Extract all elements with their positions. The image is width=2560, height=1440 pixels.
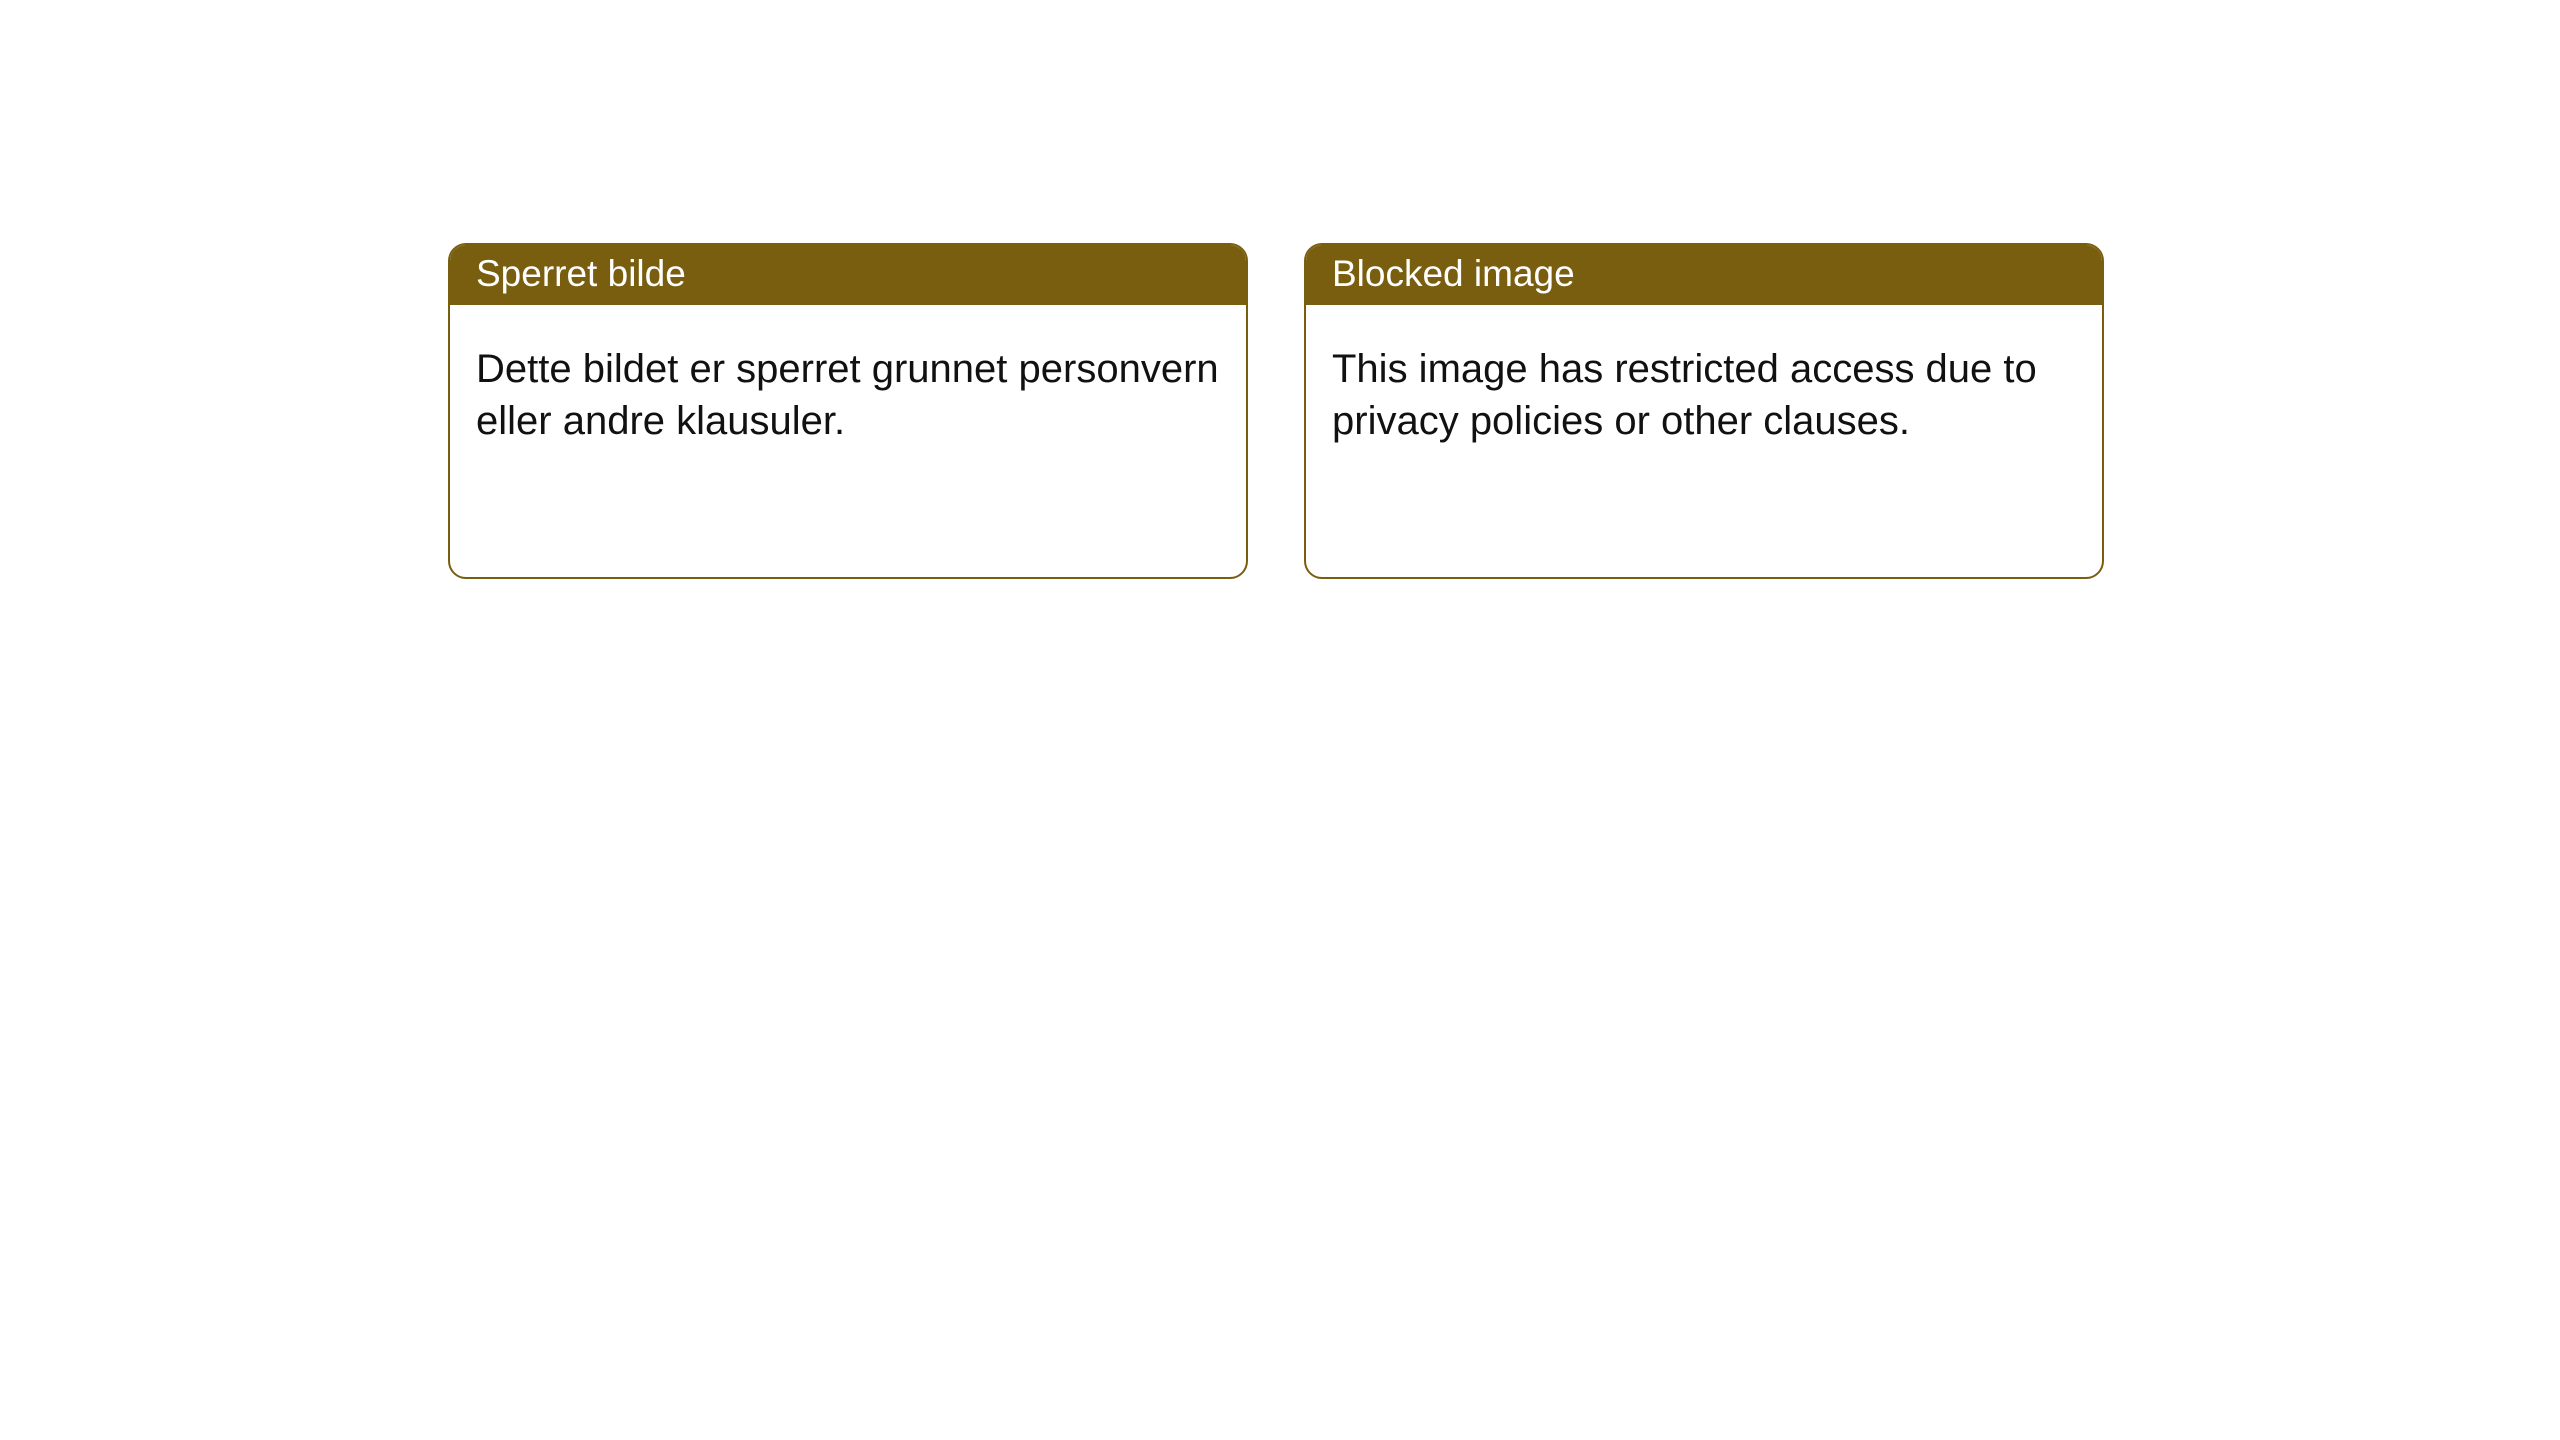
notice-container: Sperret bilde Dette bildet er sperret gr… [0, 0, 2560, 579]
notice-card-title: Blocked image [1306, 245, 2102, 305]
notice-card-body: Dette bildet er sperret grunnet personve… [450, 305, 1246, 577]
notice-card-english: Blocked image This image has restricted … [1304, 243, 2104, 579]
notice-card-body: This image has restricted access due to … [1306, 305, 2102, 577]
notice-card-norwegian: Sperret bilde Dette bildet er sperret gr… [448, 243, 1248, 579]
notice-card-title: Sperret bilde [450, 245, 1246, 305]
